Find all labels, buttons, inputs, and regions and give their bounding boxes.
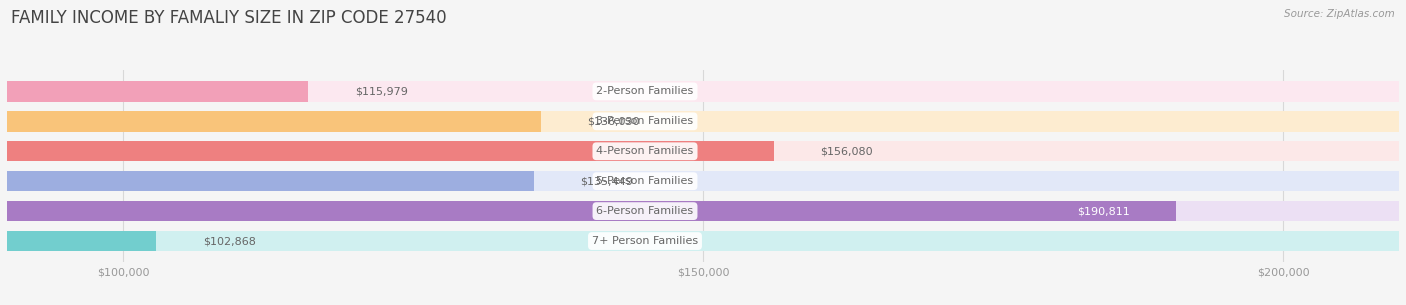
- Text: $102,868: $102,868: [202, 236, 256, 246]
- Bar: [7, 171, 534, 191]
- Bar: [7, 111, 541, 131]
- Text: $135,449: $135,449: [581, 176, 634, 186]
- Bar: [7, 231, 156, 251]
- Text: $115,979: $115,979: [354, 86, 408, 96]
- Text: 5-Person Families: 5-Person Families: [596, 176, 693, 186]
- Text: $156,080: $156,080: [820, 146, 873, 156]
- Text: FAMILY INCOME BY FAMALIY SIZE IN ZIP CODE 27540: FAMILY INCOME BY FAMALIY SIZE IN ZIP COD…: [11, 9, 447, 27]
- Text: 4-Person Families: 4-Person Families: [596, 146, 693, 156]
- Bar: [7, 141, 773, 161]
- Text: 2-Person Families: 2-Person Families: [596, 86, 693, 96]
- Text: $136,030: $136,030: [588, 116, 640, 126]
- Bar: [7, 141, 1399, 161]
- Text: 7+ Person Families: 7+ Person Families: [592, 236, 697, 246]
- Text: 6-Person Families: 6-Person Families: [596, 206, 693, 216]
- Text: $190,811: $190,811: [1077, 206, 1130, 216]
- Bar: [7, 231, 1399, 251]
- Bar: [7, 201, 1399, 221]
- Bar: [7, 201, 1177, 221]
- Bar: [7, 81, 1399, 102]
- Bar: [7, 111, 1399, 131]
- Bar: [7, 171, 1399, 191]
- Bar: [7, 81, 308, 102]
- Text: Source: ZipAtlas.com: Source: ZipAtlas.com: [1284, 9, 1395, 19]
- Text: 3-Person Families: 3-Person Families: [596, 116, 693, 126]
